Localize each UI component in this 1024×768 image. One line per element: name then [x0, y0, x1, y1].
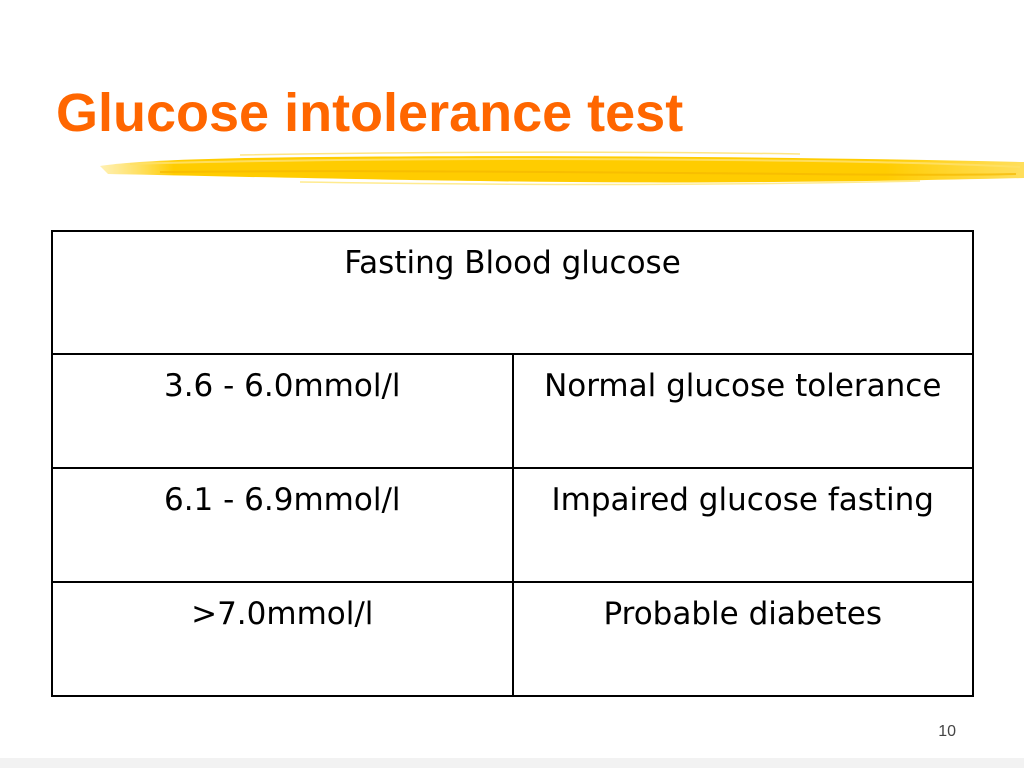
- range-cell: >7.0mmol/l: [51, 581, 514, 697]
- title-underline-brush: [100, 151, 1024, 186]
- page-number: 10: [938, 723, 956, 740]
- interpretation-cell: Impaired glucose fasting: [511, 467, 974, 584]
- slide-title: Glucose intolerance test: [56, 83, 684, 143]
- footer-band: [0, 758, 1024, 768]
- table-row: >7.0mmol/l Probable diabetes: [51, 581, 974, 697]
- table-row: 3.6 - 6.0mmol/l Normal glucose tolerance: [51, 353, 974, 470]
- interpretation-cell: Normal glucose tolerance: [511, 353, 974, 470]
- range-cell: 6.1 - 6.9mmol/l: [51, 467, 514, 584]
- interpretation-cell: Probable diabetes: [511, 581, 974, 697]
- range-cell: 3.6 - 6.0mmol/l: [51, 353, 514, 470]
- table-row: 6.1 - 6.9mmol/l Impaired glucose fasting: [51, 467, 974, 584]
- glucose-table: Fasting Blood glucose 3.6 - 6.0mmol/l No…: [51, 229, 974, 697]
- table-header-cell: Fasting Blood glucose: [51, 229, 974, 356]
- table-header-row: Fasting Blood glucose: [51, 229, 974, 356]
